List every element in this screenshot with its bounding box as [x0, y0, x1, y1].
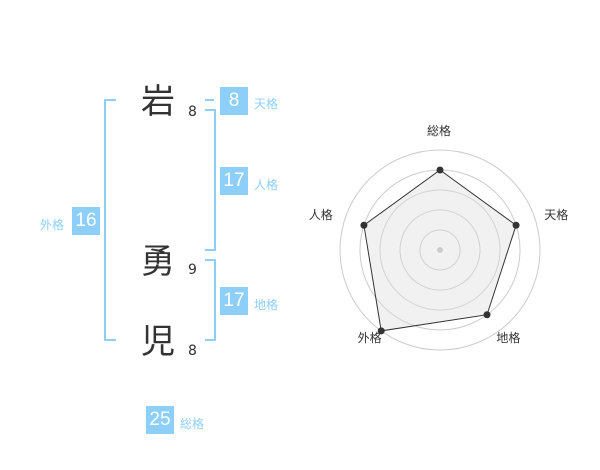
name-char-1: 岩 — [141, 82, 175, 122]
tenkaku-bracket — [205, 99, 214, 101]
grid-ring — [379, 189, 501, 311]
axis-label: 外格 — [357, 331, 382, 346]
chikaku-value: 17 — [220, 287, 248, 315]
data-point — [512, 221, 520, 229]
tenkaku-value: 8 — [220, 87, 248, 115]
axis-label: 人格 — [308, 207, 333, 222]
chikaku-bracket — [205, 259, 216, 341]
name-char-3: 児 — [141, 322, 175, 362]
data-point — [436, 166, 444, 174]
axis-label: 地格 — [496, 331, 521, 346]
jinkaku-label: 人格 — [254, 178, 279, 192]
data-point — [483, 311, 491, 319]
center-dot — [437, 247, 443, 253]
stroke-count-1: 8 — [188, 104, 197, 120]
grid-ring — [339, 149, 541, 351]
jinkaku-bracket — [205, 109, 216, 251]
stroke-count-3: 8 — [188, 343, 197, 359]
soukaku-label: 総格 — [180, 417, 205, 431]
gaikaku-label: 外格 — [40, 218, 65, 232]
gaikaku-bracket — [104, 99, 116, 341]
axis-label: 天格 — [544, 207, 569, 222]
gaikaku-value: 16 — [72, 207, 100, 235]
tenkaku-label: 天格 — [254, 97, 279, 111]
chikaku-label: 地格 — [254, 298, 279, 312]
grid-ring — [399, 209, 481, 291]
data-point — [377, 327, 385, 335]
soukaku-value: 25 — [146, 406, 174, 434]
name-char-2: 勇 — [141, 242, 175, 282]
jinkaku-value: 17 — [220, 167, 248, 195]
axis-label: 総格 — [427, 124, 452, 138]
stroke-count-2: 9 — [188, 262, 197, 278]
grid-ring — [419, 229, 461, 271]
data-point — [360, 221, 368, 229]
